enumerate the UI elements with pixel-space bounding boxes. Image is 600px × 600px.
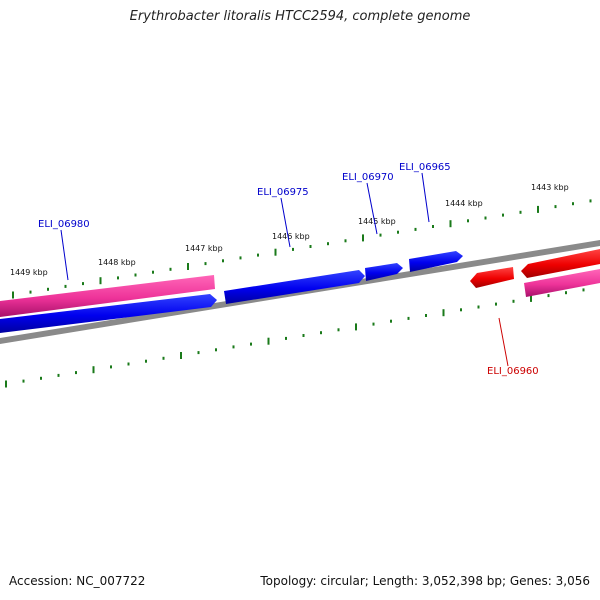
gene-label-eli-06980[interactable]: ELI_06980 xyxy=(38,219,90,230)
ruler-label-1444: 1444 kbp xyxy=(445,199,483,208)
ruler-label-1448: 1448 kbp xyxy=(98,258,136,267)
gene-label-eli-06965[interactable]: ELI_06965 xyxy=(399,162,451,173)
cds-arrow-eli-06975[interactable] xyxy=(224,270,365,304)
label-leader-eli-06975 xyxy=(280,197,291,248)
cds-arrow-eli-06970[interactable] xyxy=(365,263,403,281)
gene-track-feature xyxy=(524,269,600,297)
ruler-label-1443: 1443 kbp xyxy=(531,183,569,192)
cds-arrow-eli-06980[interactable] xyxy=(0,294,217,333)
ruler-label-1445: 1445 kbp xyxy=(358,217,396,226)
label-leader-eli-06960 xyxy=(498,317,509,367)
inner-ruler-ticks xyxy=(5,288,585,388)
label-leader-eli-06980 xyxy=(60,229,69,281)
ruler-label-1449: 1449 kbp xyxy=(10,268,48,277)
genome-stats-text: Topology: circular; Length: 3,052,398 bp… xyxy=(260,574,590,588)
outer-ruler-ticks xyxy=(12,199,592,299)
page-title: Erythrobacter litoralis HTCC2594, comple… xyxy=(129,9,471,24)
cds-arrow-eli-06965[interactable] xyxy=(409,251,463,272)
gene-label-eli-06960[interactable]: ELI_06960 xyxy=(487,366,539,377)
cds-arrow-next[interactable] xyxy=(521,249,600,278)
label-leader-eli-06965 xyxy=(421,172,430,223)
ruler-label-1446: 1446 kbp xyxy=(272,232,310,241)
cds-arrow-eli-06960[interactable] xyxy=(470,267,514,288)
label-leader-eli-06970 xyxy=(366,182,378,235)
accession-text: Accession: NC_007722 xyxy=(9,574,146,588)
gene-label-eli-06970[interactable]: ELI_06970 xyxy=(342,172,394,183)
gene-label-eli-06975[interactable]: ELI_06975 xyxy=(257,187,309,198)
ruler-label-1447: 1447 kbp xyxy=(185,244,223,253)
gene-track-feature xyxy=(0,275,215,317)
